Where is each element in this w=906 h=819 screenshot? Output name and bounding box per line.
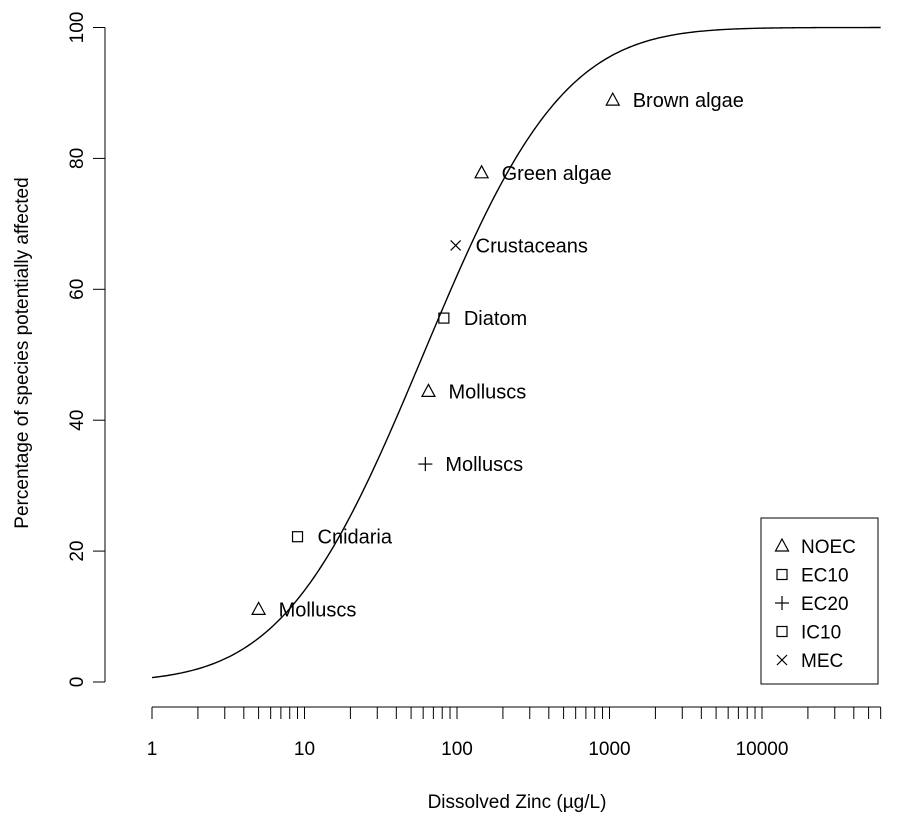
- y-tick-label: 60: [67, 279, 88, 300]
- x-axis-title: Dissolved Zinc (µg/L): [428, 792, 607, 813]
- cross-marker-b: [776, 654, 788, 666]
- data-point: [450, 240, 462, 251]
- data-point-label: Molluscs: [448, 381, 526, 403]
- y-axis: 0 20 40 60 80 100: [67, 12, 106, 688]
- data-point: [605, 91, 621, 106]
- triangle-marker: [474, 164, 490, 179]
- legend-label: NOEC: [801, 537, 856, 558]
- x-tick-label: 10000: [736, 739, 789, 760]
- legend-symbol: [775, 596, 789, 610]
- y-tick-label: 40: [67, 410, 88, 431]
- fitted-curve: [151, 26, 881, 679]
- y-tick-label: 80: [67, 148, 88, 169]
- square-marker: [776, 625, 788, 638]
- y-axis-title: Percentage of species potentially affect…: [12, 177, 33, 528]
- data-point: [291, 531, 304, 543]
- data-point-label: Diatom: [464, 308, 527, 330]
- x-axis: 1 10 100 1000 10000: [147, 706, 882, 760]
- legend-box: [760, 517, 879, 685]
- cross-marker-b: [450, 240, 462, 251]
- square-marker: [291, 531, 304, 543]
- y-tick-label: 0: [67, 677, 88, 688]
- legend-symbol: [776, 654, 788, 666]
- legend-symbol: [776, 568, 788, 581]
- legend-label: EC10: [801, 566, 849, 587]
- y-tick-label: 20: [67, 541, 88, 562]
- x-tick-label: 10: [294, 739, 315, 760]
- legend-label: MEC: [801, 651, 843, 672]
- triangle-marker: [251, 601, 267, 615]
- square-marker: [438, 312, 450, 324]
- legend-label: EC20: [801, 594, 849, 615]
- triangle-marker: [420, 383, 436, 398]
- data-point-label: Cnidaria: [318, 527, 393, 549]
- data-point-label: Molluscs: [445, 454, 523, 476]
- y-tick-label: 100: [67, 12, 88, 44]
- triangle-marker: [605, 91, 621, 106]
- data-point: [420, 383, 436, 398]
- data-point-label: Green algae: [502, 163, 612, 185]
- x-tick-label: 1: [147, 739, 158, 760]
- data-point-label: Brown algae: [633, 90, 744, 112]
- legend: NOEC EC10 EC20 IC10 MEC: [760, 517, 879, 685]
- data-point: [438, 312, 450, 324]
- x-tick-label: 100: [441, 739, 473, 760]
- square-marker: [776, 568, 788, 581]
- data-point: [251, 601, 267, 615]
- legend-symbol: [776, 625, 788, 638]
- data-point-label: Molluscs: [279, 599, 357, 621]
- x-tick-label: 1000: [588, 739, 630, 760]
- data-points: Molluscs Cnidaria Molluscs Molluscs Diatom Cr…: [251, 90, 744, 621]
- legend-symbol: [774, 537, 790, 552]
- legend-label: IC10: [801, 623, 841, 644]
- data-point: [418, 457, 433, 472]
- data-point: [474, 164, 490, 179]
- data-point-label: Crustaceans: [476, 235, 588, 257]
- triangle-marker: [774, 537, 790, 552]
